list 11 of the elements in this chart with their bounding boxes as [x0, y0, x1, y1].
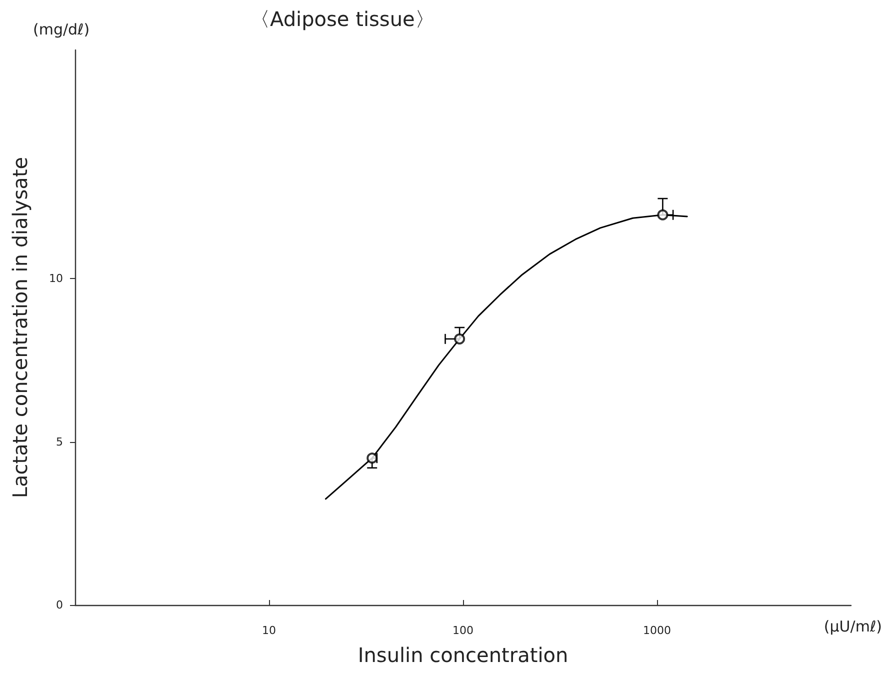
- y-tick-label: 0: [56, 598, 63, 612]
- x-tick-label: 100: [452, 624, 474, 637]
- text: (mg/dℓ): [33, 20, 90, 38]
- y-axis-title: Lactate concentration in dialysate: [8, 156, 32, 498]
- x-tick-label: 1000: [643, 624, 671, 637]
- chart-title: 〈Adipose tissue〉: [250, 7, 435, 31]
- y-tick-label: 10: [49, 272, 63, 286]
- x-axis-title: Insulin concentration: [358, 643, 568, 667]
- text: (μU/mℓ): [824, 618, 882, 636]
- y-tick-label: 5: [56, 435, 63, 448]
- x-tick-label: 10: [262, 624, 276, 637]
